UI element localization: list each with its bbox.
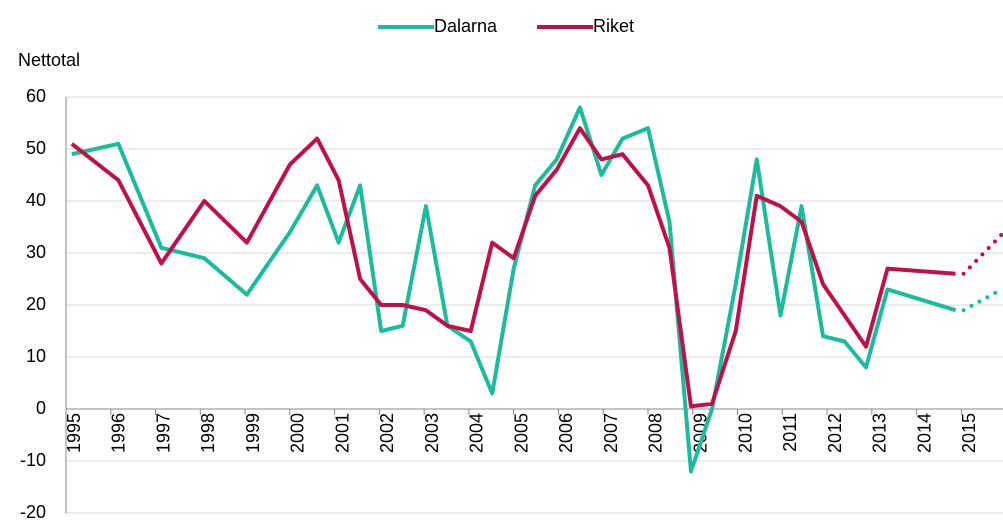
x-tick-label: 1997 [153, 413, 173, 453]
x-tick-label: 1996 [109, 413, 129, 453]
legend-label: Riket [593, 16, 634, 36]
x-tick-label: 2006 [556, 413, 576, 453]
y-tick-label: -10 [20, 450, 46, 470]
x-tick-label: 2011 [780, 413, 800, 452]
x-tick-label: 2002 [377, 413, 397, 453]
x-tick-label: 2004 [467, 413, 487, 453]
x-tick-label: 2013 [870, 413, 890, 453]
forecast-line [961, 287, 1003, 313]
y-tick-label: 40 [26, 190, 46, 210]
x-tick-label: 2005 [511, 413, 531, 453]
x-tick-label: 1995 [64, 413, 84, 453]
forecast-line [961, 230, 1003, 276]
x-tick-label: 2001 [332, 413, 352, 453]
x-tick-label: 2012 [825, 413, 845, 453]
y-tick-label: 20 [26, 294, 46, 314]
x-tick-label: 2000 [288, 413, 308, 453]
y-tick-label: 0 [36, 398, 46, 418]
y-tick-label: -20 [20, 502, 46, 520]
legend-label: Dalarna [434, 16, 498, 36]
x-tick-label: 2007 [601, 413, 621, 453]
y-tick-label: 10 [26, 346, 46, 366]
x-tick-label: 2015 [959, 413, 979, 453]
data-line [71, 105, 957, 474]
y-axis-label: Nettotal [18, 50, 80, 70]
data-line [70, 126, 956, 409]
x-tick-label: 2014 [914, 413, 934, 453]
y-tick-label: 60 [26, 86, 46, 106]
x-tick-label: 2003 [422, 413, 442, 453]
x-tick-label: 1999 [243, 413, 263, 453]
y-tick-label: 30 [26, 242, 46, 262]
x-tick-label: 2008 [646, 413, 666, 453]
y-tick-label: 50 [26, 138, 46, 158]
x-tick-label: 1998 [198, 413, 218, 453]
x-tick-label: 2010 [735, 413, 755, 453]
